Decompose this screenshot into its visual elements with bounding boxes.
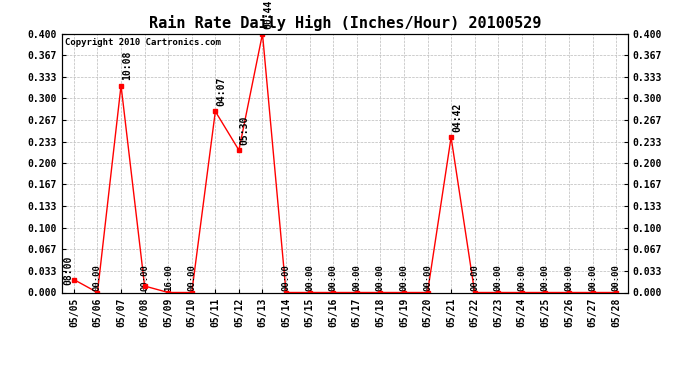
Text: 00:00: 00:00 (353, 264, 362, 291)
Text: 08:00: 08:00 (63, 255, 73, 285)
Text: Copyright 2010 Cartronics.com: Copyright 2010 Cartronics.com (65, 38, 221, 46)
Text: 05:30: 05:30 (240, 116, 250, 145)
Text: 00:00: 00:00 (376, 264, 385, 291)
Text: 00:44: 00:44 (264, 0, 273, 28)
Text: 00:00: 00:00 (140, 264, 149, 291)
Text: 04:42: 04:42 (452, 103, 462, 132)
Text: 00:00: 00:00 (518, 264, 526, 291)
Title: Rain Rate Daily High (Inches/Hour) 20100529: Rain Rate Daily High (Inches/Hour) 20100… (149, 15, 541, 31)
Text: 00:00: 00:00 (541, 264, 550, 291)
Text: 00:00: 00:00 (93, 264, 102, 291)
Text: 00:00: 00:00 (305, 264, 314, 291)
Text: 00:00: 00:00 (423, 264, 432, 291)
Text: 00:00: 00:00 (187, 264, 196, 291)
Text: 00:00: 00:00 (494, 264, 503, 291)
Text: 00:00: 00:00 (564, 264, 573, 291)
Text: 00:00: 00:00 (328, 264, 337, 291)
Text: 16:00: 16:00 (164, 264, 172, 291)
Text: 00:00: 00:00 (588, 264, 597, 291)
Text: 00:00: 00:00 (470, 264, 479, 291)
Text: 04:07: 04:07 (216, 77, 226, 106)
Text: 00:00: 00:00 (400, 264, 408, 291)
Text: 00:00: 00:00 (611, 264, 620, 291)
Text: 00:00: 00:00 (282, 264, 290, 291)
Text: 10:08: 10:08 (122, 51, 132, 80)
